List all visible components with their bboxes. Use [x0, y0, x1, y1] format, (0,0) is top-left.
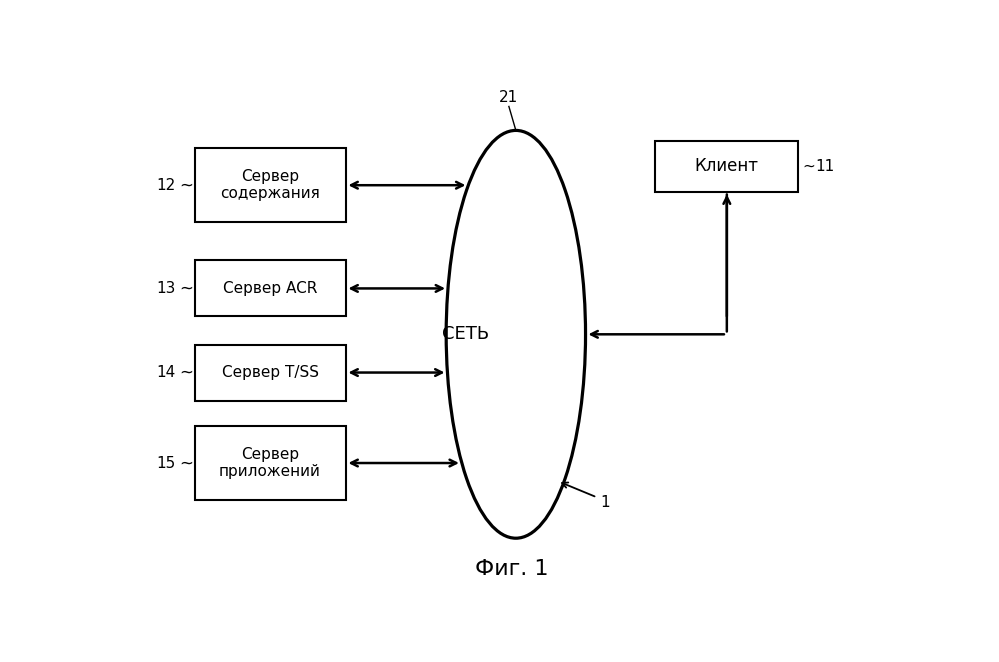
- Text: 12: 12: [156, 177, 175, 193]
- Text: Сервер
приложений: Сервер приложений: [219, 447, 321, 479]
- Text: 21: 21: [500, 90, 518, 105]
- Text: 15: 15: [156, 455, 175, 471]
- Text: Сервер
содержания: Сервер содержания: [220, 169, 320, 201]
- Text: 11: 11: [815, 159, 835, 173]
- Text: 13: 13: [156, 281, 175, 296]
- Bar: [655, 140, 798, 191]
- Text: ~: ~: [179, 279, 193, 297]
- Text: ~: ~: [179, 363, 193, 381]
- Bar: [195, 344, 346, 401]
- Text: Клиент: Клиент: [695, 157, 759, 175]
- Text: ~: ~: [802, 159, 815, 173]
- Text: 1: 1: [600, 495, 609, 510]
- Text: ~: ~: [179, 454, 193, 472]
- Text: Фиг. 1: Фиг. 1: [476, 559, 548, 579]
- Bar: [195, 426, 346, 500]
- Bar: [195, 148, 346, 222]
- Text: Сервер ACR: Сервер ACR: [223, 281, 318, 296]
- Bar: [195, 260, 346, 316]
- Text: Сервер T/SS: Сервер T/SS: [222, 365, 319, 380]
- Text: 14: 14: [156, 365, 175, 380]
- Text: СЕТЬ: СЕТЬ: [442, 325, 490, 344]
- Text: ~: ~: [179, 176, 193, 194]
